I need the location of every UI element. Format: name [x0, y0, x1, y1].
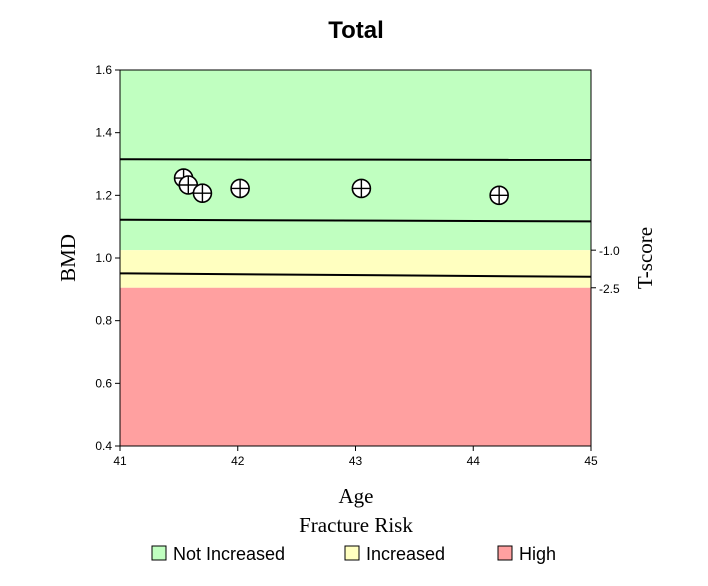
data-point-3	[230, 178, 250, 199]
legend-swatch-1	[344, 545, 360, 561]
legend-label-2: High	[519, 544, 556, 564]
x-tick-label-3: 44	[467, 454, 481, 468]
tscore-labels: -1.0 -2.5	[591, 244, 620, 296]
reference-lines	[119, 158, 592, 278]
tscore-tick-label-0: -1.0	[599, 244, 620, 258]
reference-line-0	[119, 158, 592, 161]
y-tick-label-0: 0.4	[95, 439, 112, 453]
legend-title: Fracture Risk	[299, 513, 413, 537]
legend: Not Increased Increased High	[151, 544, 556, 564]
y-tick-label-4: 1.2	[95, 188, 112, 202]
axis-ticks: 0.4 0.6 0.8 1.0 1.2 1.4 1.6 41 42 43 44 45	[95, 63, 598, 468]
y-tick-label-3: 1.0	[95, 251, 112, 265]
x-tick-label-0: 41	[113, 454, 127, 468]
data-point-4	[351, 178, 372, 199]
x-tick-label-4: 45	[584, 454, 598, 468]
x-tick-label-1: 42	[231, 454, 245, 468]
legend-label-1: Increased	[366, 544, 445, 564]
chart-title: Total	[328, 17, 384, 44]
band-2	[120, 287, 591, 446]
legend-swatch-0	[151, 545, 167, 561]
y2-axis-label: T-score	[633, 227, 657, 289]
band-1	[120, 250, 591, 288]
data-point-2	[192, 183, 213, 203]
reference-line-2	[119, 272, 592, 278]
y-tick-label-6: 1.6	[95, 63, 112, 77]
y-axis-label: BMD	[56, 234, 80, 282]
x-axis-label: Age	[339, 484, 374, 508]
legend-label-0: Not Increased	[173, 544, 285, 564]
reference-line-1	[119, 218, 592, 223]
y-tick-label-5: 1.4	[95, 126, 112, 140]
data-point-5	[489, 185, 509, 206]
y-tick-label-2: 0.8	[95, 314, 112, 328]
tscore-tick-label-1: -2.5	[599, 282, 620, 296]
y-tick-label-1: 0.6	[95, 376, 112, 390]
data-points	[173, 168, 509, 206]
legend-swatch-2	[497, 545, 513, 561]
risk-bands	[120, 70, 591, 446]
x-tick-label-2: 43	[349, 454, 363, 468]
